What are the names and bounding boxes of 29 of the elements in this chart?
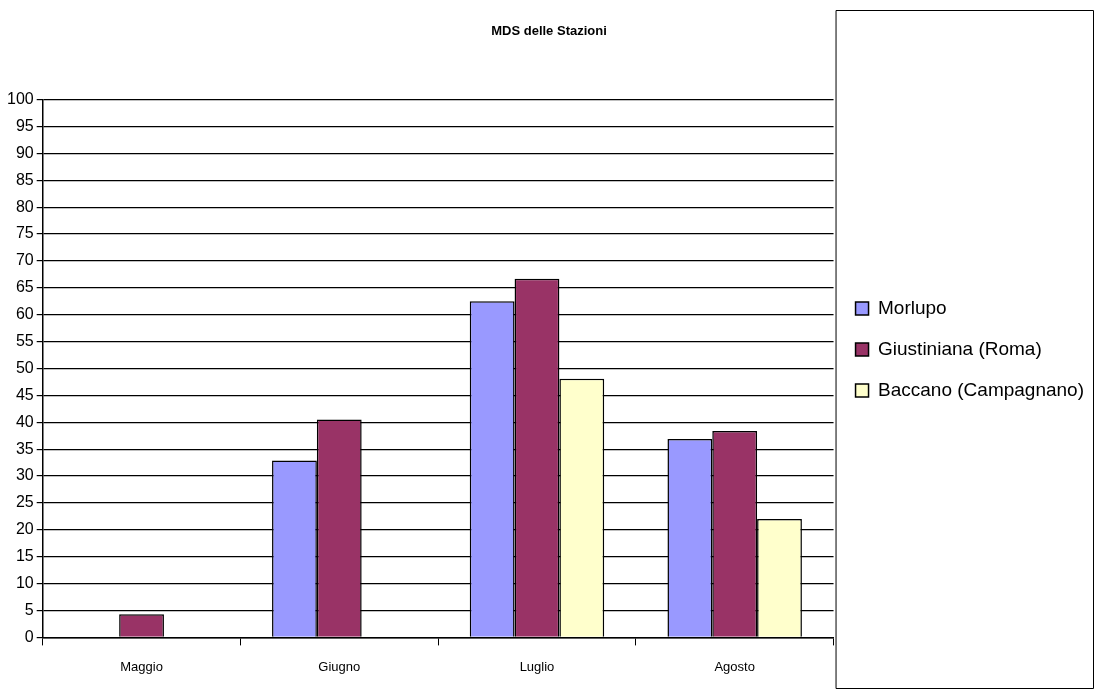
y-tick-label: 85 — [15, 170, 34, 188]
y-tick-label: 90 — [15, 143, 34, 161]
y-tick-label: 75 — [15, 224, 34, 242]
y-tick-label: 80 — [15, 197, 34, 215]
legend-label: Giustiniana (Roma) — [878, 337, 1042, 359]
y-tick-label: 100 — [6, 90, 34, 108]
y-tick-label: 45 — [15, 385, 34, 403]
x-tick-label: Agosto — [714, 658, 755, 674]
y-tick-label: 70 — [15, 251, 34, 269]
y-tick-label: 10 — [15, 574, 34, 592]
y-tick-label: 65 — [15, 278, 34, 296]
y-tick-label: 0 — [24, 627, 34, 645]
legend-label: Baccano (Campagnano) — [878, 378, 1085, 400]
y-tick-label: 95 — [15, 116, 34, 134]
y-tick-label: 50 — [15, 358, 34, 376]
y-tick-label: 60 — [15, 305, 34, 323]
chart-title: MDS delle Stazioni — [491, 23, 607, 39]
x-tick-label: Giugno — [318, 658, 361, 674]
y-tick-label: 40 — [15, 412, 34, 430]
y-tick-label: 35 — [15, 439, 34, 457]
x-tick-label: Luglio — [519, 658, 555, 674]
legend-label: Morlupo — [878, 296, 947, 318]
y-tick-label: 5 — [24, 600, 34, 618]
y-tick-label: 30 — [15, 466, 34, 484]
x-tick-label: Maggio — [120, 658, 163, 674]
y-tick-label: 20 — [15, 520, 34, 538]
y-tick-label: 55 — [15, 332, 34, 350]
y-tick-label: 15 — [15, 547, 34, 565]
y-tick-label: 25 — [15, 493, 34, 511]
